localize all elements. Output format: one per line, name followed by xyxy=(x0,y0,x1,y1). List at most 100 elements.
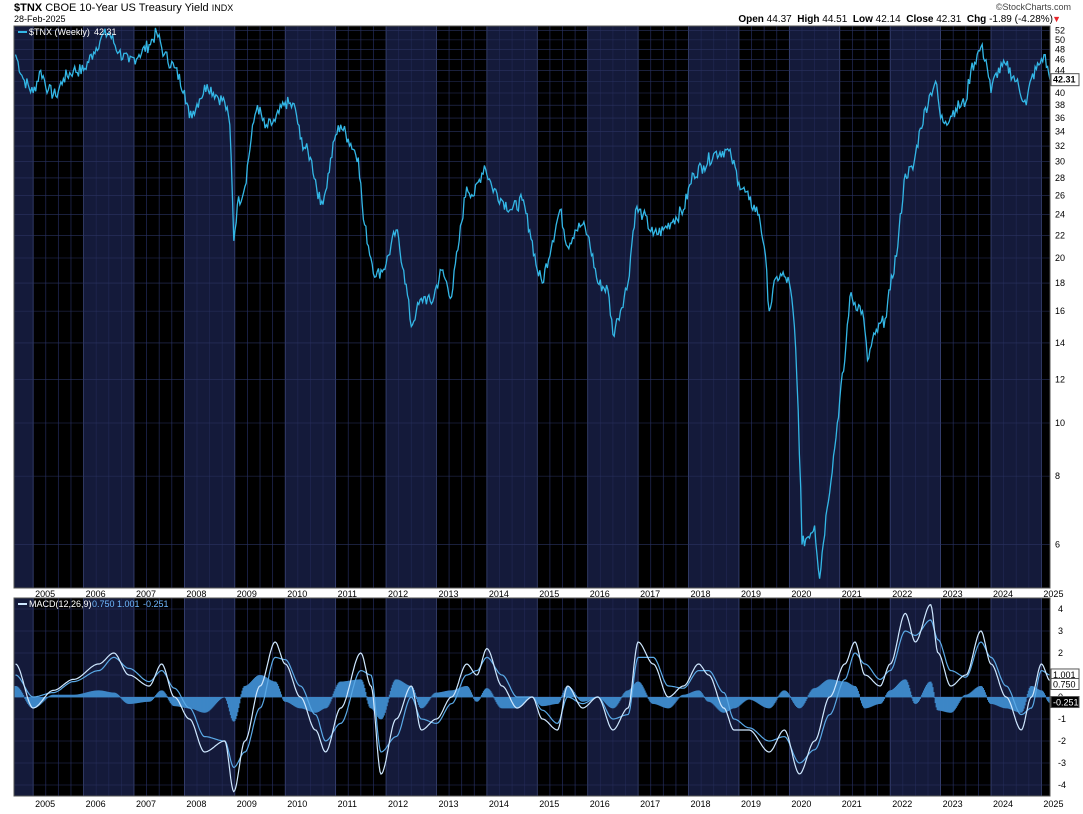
histogram-bar xyxy=(168,697,171,702)
histogram-bar xyxy=(204,697,207,713)
x-tick-label: 2021 xyxy=(842,799,862,809)
x-tick-label: 2016 xyxy=(590,799,610,809)
histogram-bar xyxy=(142,697,145,703)
histogram-bar xyxy=(386,697,389,703)
histogram-bar xyxy=(581,697,584,702)
histogram-bar xyxy=(964,694,967,698)
histogram-bar xyxy=(125,697,127,703)
histogram-bar xyxy=(187,697,189,709)
histogram-bar xyxy=(661,697,664,707)
x-tick-label: 2021 xyxy=(842,589,862,599)
histogram-bar xyxy=(1003,697,1006,709)
histogram-bar xyxy=(632,686,634,698)
histogram-bar xyxy=(985,694,987,698)
histogram-bar xyxy=(1026,693,1029,698)
histogram-bar xyxy=(958,697,961,702)
histogram-bar xyxy=(449,690,452,698)
histogram-bar xyxy=(22,695,25,698)
y-tick-label: 14 xyxy=(1055,338,1065,348)
histogram-bar xyxy=(80,693,83,698)
histogram-bar xyxy=(1024,697,1027,702)
histogram-bar xyxy=(458,688,461,698)
histogram-bar xyxy=(990,697,993,704)
histogram-bar xyxy=(662,697,665,708)
histogram-bar xyxy=(425,697,428,705)
histogram-bar xyxy=(230,697,233,719)
histogram-bar xyxy=(115,693,118,698)
histogram-bar xyxy=(288,697,291,704)
histogram-bar xyxy=(559,697,562,701)
histogram-bar xyxy=(743,697,746,702)
histogram-bar xyxy=(207,697,210,712)
histogram-bar xyxy=(669,697,671,708)
histogram-bar xyxy=(794,697,796,705)
histogram-bar xyxy=(141,697,144,703)
histogram-bar xyxy=(622,694,625,698)
histogram-bar xyxy=(378,697,380,719)
histogram-bar xyxy=(103,691,106,698)
histogram-bar xyxy=(749,697,752,700)
histogram-bar xyxy=(978,686,981,698)
histogram-bar xyxy=(517,697,520,708)
histogram-bar xyxy=(1006,697,1009,709)
histogram-bar xyxy=(772,697,775,705)
histogram-bar xyxy=(635,682,637,698)
y-tick-label: 12 xyxy=(1055,375,1065,385)
histogram-bar xyxy=(359,679,362,698)
x-tick-label: 2012 xyxy=(388,589,408,599)
histogram-bar xyxy=(980,686,983,698)
histogram-bar xyxy=(778,694,781,698)
histogram-bar xyxy=(912,697,915,702)
histogram-bar xyxy=(906,682,909,698)
histogram-bar xyxy=(26,697,29,703)
histogram-bar xyxy=(527,697,530,700)
histogram-bar xyxy=(535,697,538,701)
histogram-bar xyxy=(903,679,906,698)
histogram-bar xyxy=(203,697,206,713)
histogram-bar xyxy=(52,694,55,698)
histogram-bar xyxy=(92,690,94,698)
histogram-bar xyxy=(1001,697,1004,708)
histogram-bar xyxy=(671,697,674,706)
histogram-bar xyxy=(763,697,765,707)
low-value: 42.14 xyxy=(875,14,901,25)
histogram-bar xyxy=(56,694,59,698)
x-tick-label: 2010 xyxy=(287,799,307,809)
histogram-bar xyxy=(340,681,343,698)
histogram-bar xyxy=(764,697,766,708)
histogram-bar xyxy=(199,697,202,712)
histogram-bar xyxy=(944,697,947,712)
histogram-bar xyxy=(235,697,238,717)
histogram-bar xyxy=(338,682,341,698)
histogram-bar xyxy=(57,694,60,698)
histogram-bar xyxy=(200,697,203,713)
histogram-bar xyxy=(295,697,298,708)
histogram-bar xyxy=(1004,697,1007,709)
histogram-bar xyxy=(614,697,617,707)
x-tick-label: 2011 xyxy=(338,799,357,809)
histogram-bar xyxy=(317,697,319,713)
histogram-bar xyxy=(35,697,38,708)
histogram-bar xyxy=(557,697,560,704)
histogram-bar xyxy=(879,697,882,704)
histogram-bar xyxy=(680,695,683,698)
histogram-bar xyxy=(300,697,303,709)
histogram-bar xyxy=(861,697,864,706)
x-tick-label: 2005 xyxy=(35,799,55,809)
histogram-bar xyxy=(225,697,228,701)
histogram-bar xyxy=(700,691,702,698)
histogram-bar xyxy=(611,697,614,709)
histogram-bar xyxy=(789,696,792,698)
chart-title: $TNX CBOE 10-Year US Treasury Yield INDX xyxy=(14,2,233,14)
histogram-bar xyxy=(356,679,359,698)
histogram-bar xyxy=(1047,697,1049,702)
histogram-bar xyxy=(214,697,217,705)
histogram-bar xyxy=(526,697,529,700)
histogram-bar xyxy=(161,690,164,698)
histogram-bar xyxy=(477,697,479,702)
histogram-bar xyxy=(856,688,858,698)
x-tick-label: 2025 xyxy=(1043,589,1063,599)
histogram-bar xyxy=(988,697,991,704)
x-tick-label: 2022 xyxy=(892,589,912,599)
histogram-bar xyxy=(251,680,253,698)
